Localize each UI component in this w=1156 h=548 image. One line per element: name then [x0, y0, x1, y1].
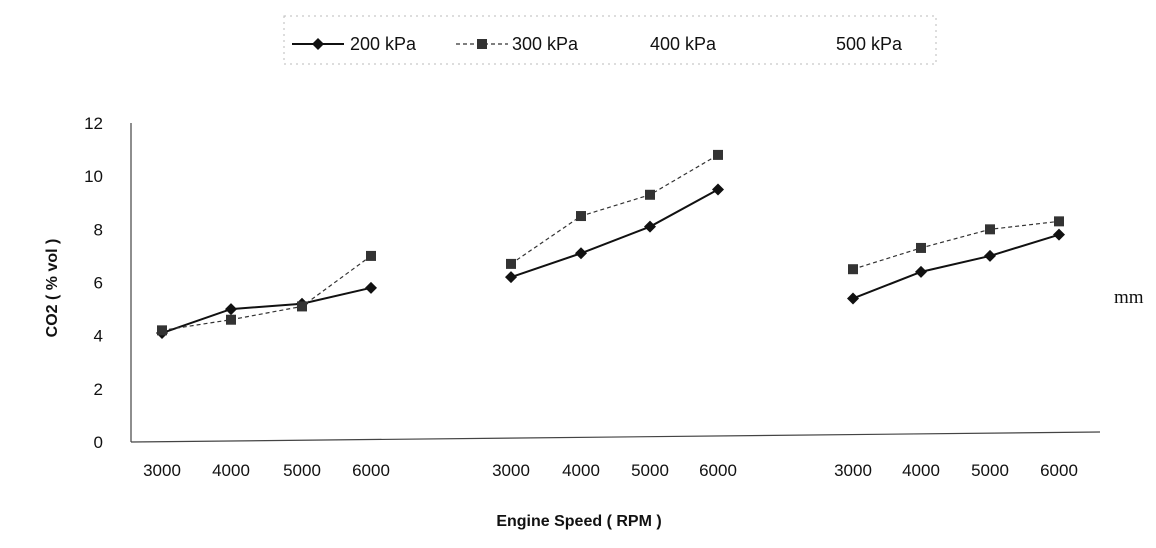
- point-marker: [506, 258, 516, 269]
- x-axis-title: Engine Speed ( RPM ): [496, 513, 661, 530]
- point-marker: [226, 314, 236, 325]
- series-line: [852, 220, 1060, 270]
- point-marker: [915, 265, 927, 278]
- legend-entry-label: 400 kPa: [650, 34, 717, 54]
- x-tick-labels: 3000 4000 5000 6000 3000 4000 5000 6000 3000 4000…: [143, 461, 1078, 480]
- y-axis-title: CO2 ( % vol ): [44, 239, 61, 338]
- point-marker: [365, 281, 377, 294]
- point-marker: [312, 38, 324, 50]
- point-marker: [645, 189, 655, 200]
- x-tick-label: 3000: [834, 461, 872, 480]
- x-tick-label: 6000: [352, 461, 390, 480]
- legend-entry-label: 500 kPa: [836, 34, 903, 54]
- y-tick-label: 6: [94, 274, 103, 293]
- x-tick-label: 3000: [143, 461, 181, 480]
- point-marker: [847, 292, 859, 305]
- point-marker: [1054, 216, 1064, 227]
- legend-entry-label: 300 kPa: [512, 34, 579, 54]
- x-axis-line: [130, 431, 1101, 443]
- point-marker: [225, 303, 237, 316]
- legend: 200 kPa 300 kPa 400 kPa 500 kPa: [292, 34, 903, 54]
- point-marker: [985, 224, 995, 235]
- series-line: [510, 154, 719, 265]
- point-marker: [366, 250, 376, 261]
- point-marker: [505, 271, 517, 284]
- y-tick-labels: 0 2 4 6 8 10 12: [84, 114, 103, 452]
- x-tick-label: 5000: [283, 461, 321, 480]
- point-marker: [984, 249, 996, 262]
- series-line: [852, 233, 1060, 300]
- x-tick-label: 5000: [631, 461, 669, 480]
- point-marker: [644, 220, 656, 233]
- y-tick-label: 0: [94, 433, 103, 452]
- y-tick-label: 2: [94, 380, 103, 399]
- x-tick-label: 4000: [212, 461, 250, 480]
- y-tick-label: 8: [94, 220, 103, 239]
- y-tick-label: 10: [84, 167, 103, 186]
- series-line: [161, 286, 372, 334]
- legend-entry-label: 200 kPa: [350, 34, 417, 54]
- series-layer: [156, 149, 1065, 340]
- point-marker: [575, 247, 587, 260]
- y-tick-label: 4: [94, 327, 103, 346]
- point-marker: [297, 301, 307, 312]
- series-line: [510, 188, 719, 279]
- legend-box: [283, 15, 937, 65]
- x-tick-label: 4000: [902, 461, 940, 480]
- x-tick-label: 6000: [699, 461, 737, 480]
- point-marker: [157, 325, 167, 336]
- point-marker: [713, 149, 723, 160]
- x-tick-label: 6000: [1040, 461, 1078, 480]
- point-marker: [916, 242, 926, 253]
- x-tick-label: 4000: [562, 461, 600, 480]
- side-note-text: mm: [1114, 287, 1144, 308]
- point-marker: [477, 39, 487, 49]
- x-tick-label: 5000: [971, 461, 1009, 480]
- series-line: [161, 255, 372, 331]
- point-marker: [848, 264, 858, 275]
- point-marker: [1053, 228, 1065, 241]
- y-tick-label: 12: [84, 114, 103, 133]
- point-marker: [712, 183, 724, 196]
- point-marker: [576, 211, 586, 222]
- x-tick-label: 3000: [492, 461, 530, 480]
- series-2: [157, 149, 1064, 336]
